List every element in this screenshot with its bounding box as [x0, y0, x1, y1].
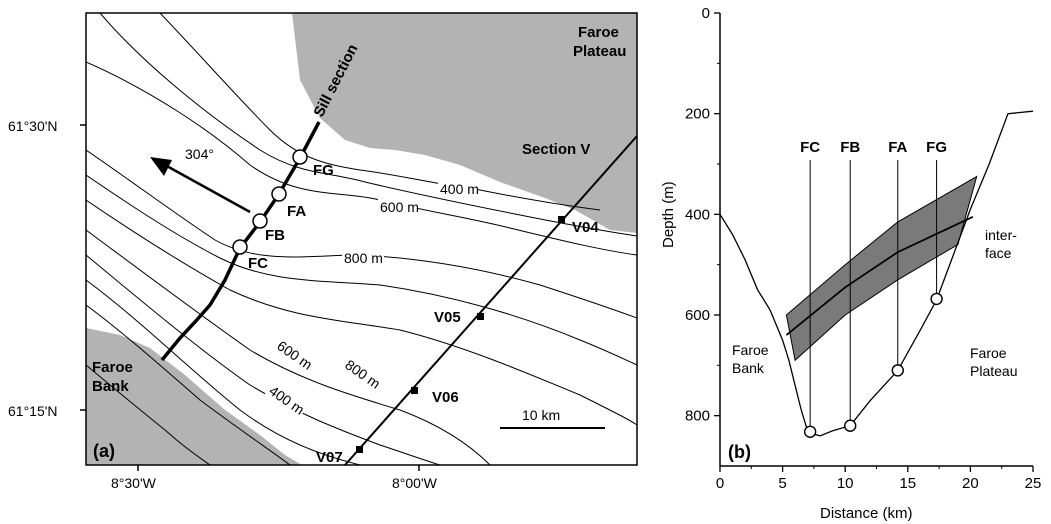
mooring-label-fg: FG [926, 139, 947, 156]
station-v06-marker [411, 387, 418, 394]
interface-line [785, 215, 974, 336]
y-tick-label: 0 [702, 5, 710, 22]
interface-annotation-top: inter- [985, 227, 1017, 243]
profile-left-label-bottom: Bank [732, 360, 765, 376]
mooring-fg-marker [292, 149, 308, 165]
mooring-fc-label: FC [248, 255, 268, 272]
faroe-plateau-label-bottom: Plateau [573, 43, 626, 60]
contour-label-400-north: 400 m [440, 181, 479, 197]
depth-profile-chart: FC FB FA FG 0 5 10 15 20 25 0 200 400 600 800 [685, 5, 1041, 492]
faroe-bank-label-bottom: Bank [92, 378, 129, 395]
y-tick-label: 200 [685, 106, 710, 123]
mooring-label-fb: FB [840, 139, 860, 156]
stations: V04 V05 V06 V07 [316, 216, 599, 466]
panel-a-label: (a) [93, 441, 115, 461]
mooring-point-fa [891, 364, 904, 377]
x-tick-label: 5 [778, 475, 786, 492]
x-tick-label: 0 [716, 475, 724, 492]
station-v04-label: V04 [572, 219, 599, 236]
map-panel: 400 m 600 m 800 m 600 m 800 m 400 m Sill… [8, 12, 638, 491]
y-tick-label: 800 [685, 408, 710, 425]
profile-right-label-top: Faroe [970, 345, 1007, 361]
contour-label-600-north: 600 m [380, 199, 419, 215]
map-moorings: FG FA FB FC [232, 149, 334, 272]
mooring-point-fc [803, 425, 817, 438]
mooring-label-fa: FA [888, 139, 907, 156]
lat-label-6130: 61°30'N [8, 118, 58, 134]
mooring-point-fb [844, 419, 857, 432]
mooring-fa-label: FA [287, 203, 306, 220]
faroe-plateau-land [292, 13, 637, 233]
contour-labels: 400 m 600 m 800 m 600 m 800 m 400 m [264, 181, 479, 420]
section-v-label: Section V [522, 141, 590, 158]
faroe-bank-label-top: Faroe [92, 359, 133, 376]
x-tick-label: 10 [837, 475, 854, 492]
station-v05-marker [477, 313, 484, 320]
mooring-fc-marker [232, 239, 248, 255]
station-v05-label: V05 [434, 309, 461, 326]
lon-label-830: 8°30'W [111, 475, 157, 491]
sill-section-line [160, 121, 321, 362]
bottom-profile-line [719, 110, 1034, 437]
x-tick-label: 15 [899, 475, 916, 492]
bearing-arrow: 304° [150, 146, 251, 214]
mooring-fg-label: FG [313, 162, 334, 179]
x-tick-label: 20 [962, 475, 979, 492]
mooring-fa-marker [271, 186, 287, 202]
section-v-line [344, 135, 638, 466]
faroe-bank-land [86, 328, 302, 465]
profile-left-label-top: Faroe [732, 342, 769, 358]
interface-annotation-bottom: face [985, 245, 1012, 261]
contour-label-800-mid: 800 m [344, 250, 383, 266]
map-frame [85, 12, 638, 466]
scale-bar-label: 10 km [522, 407, 560, 423]
faroe-plateau-label-top: Faroe [578, 24, 619, 41]
station-v07-label: V07 [316, 449, 343, 466]
mooring-label-fc: FC [800, 139, 820, 156]
mooring-fb-label: FB [265, 227, 285, 244]
mooring-fb-marker [252, 213, 268, 229]
mooring-point-fg [930, 292, 943, 306]
station-v07-marker [356, 446, 363, 453]
station-v06-label: V06 [432, 389, 459, 406]
station-v04-marker [558, 216, 565, 223]
panel-b-label: (b) [728, 442, 751, 462]
y-axis-label: Depth (m) [660, 181, 677, 248]
lon-label-800: 8°00'W [392, 475, 438, 491]
lat-label-6115: 61°15'N [8, 403, 58, 419]
bearing-label: 304° [185, 146, 214, 162]
x-tick-label: 25 [1025, 475, 1042, 492]
y-tick-label: 400 [685, 206, 710, 223]
profile-right-label-bottom: Plateau [970, 363, 1017, 379]
y-tick-label: 600 [685, 307, 710, 324]
x-axis-label: Distance (km) [820, 505, 913, 522]
